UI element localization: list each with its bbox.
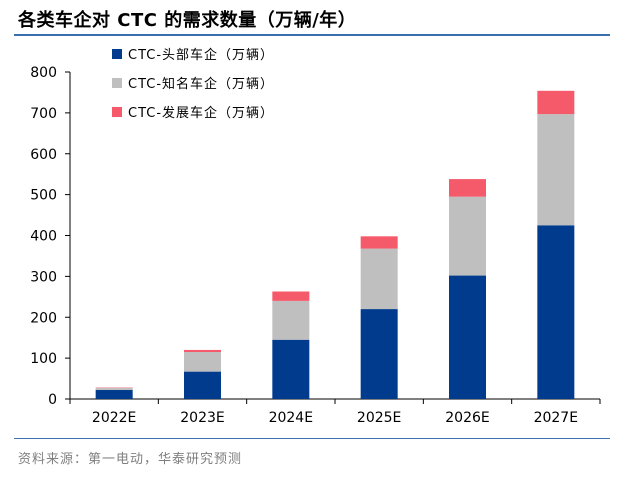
legend-label-3: CTC-发展车企（万辆） bbox=[128, 105, 274, 121]
bar-segment-3-2023E bbox=[184, 349, 221, 352]
y-tick-label: 500 bbox=[30, 188, 57, 204]
bar-segment-2-2024E bbox=[272, 300, 310, 340]
bar-segment-2-2023E bbox=[184, 351, 221, 372]
bar-segment-1-2025E bbox=[360, 309, 398, 399]
bar-segment-1-2022E bbox=[95, 390, 133, 399]
y-tick-label: 700 bbox=[30, 106, 57, 122]
y-tick-label: 200 bbox=[30, 310, 57, 326]
chart-legend: CTC-头部车企（万辆） CTC-知名车企（万辆） CTC-发展车企（万辆） bbox=[112, 47, 274, 121]
bar-segment-2-2027E bbox=[537, 114, 575, 226]
bar-segment-2-2025E bbox=[360, 248, 398, 310]
chart-title: 各类车企对 CTC 的需求数量（万辆/年） bbox=[18, 10, 357, 31]
bar-segment-1-2024E bbox=[272, 339, 310, 399]
legend-swatch-1 bbox=[112, 49, 122, 59]
x-tick-label: 2023E bbox=[180, 410, 224, 426]
title-divider bbox=[14, 34, 610, 36]
bar-segment-2-2026E bbox=[449, 196, 486, 276]
bar-segment-3-2024E bbox=[272, 291, 310, 301]
x-tick-label: 2025E bbox=[357, 410, 401, 426]
y-tick-label: 0 bbox=[48, 392, 57, 408]
legend-label-1: CTC-头部车企（万辆） bbox=[128, 47, 274, 63]
chart-bars bbox=[95, 90, 575, 399]
x-tick-label: 2022E bbox=[92, 410, 136, 426]
source-note: 资料来源：第一电动，华泰研究预测 bbox=[18, 452, 243, 467]
y-tick-label: 600 bbox=[30, 147, 57, 163]
bar-segment-2-2022E bbox=[95, 387, 133, 391]
bar-segment-3-2025E bbox=[360, 236, 398, 249]
bar-segment-1-2026E bbox=[449, 275, 486, 399]
x-tick-label: 2026E bbox=[445, 410, 489, 426]
bar-segment-3-2027E bbox=[537, 90, 575, 115]
chart-axes: 0 100 200 300 400 500 600 700 800 2022E 2023E 2024E… bbox=[30, 65, 601, 426]
legend-label-2: CTC-知名车企（万辆） bbox=[128, 76, 274, 92]
y-tick-label: 400 bbox=[30, 229, 57, 245]
legend-swatch-3 bbox=[112, 107, 122, 117]
y-tick-label: 800 bbox=[30, 65, 57, 81]
y-tick-label: 100 bbox=[30, 351, 57, 367]
bar-segment-3-2026E bbox=[449, 179, 486, 197]
footer-divider bbox=[14, 438, 610, 439]
x-tick-label: 2024E bbox=[269, 410, 313, 426]
y-tick-label: 300 bbox=[30, 269, 57, 285]
x-tick-label: 2027E bbox=[534, 410, 578, 426]
bar-segment-1-2023E bbox=[184, 371, 221, 399]
bar-segment-1-2027E bbox=[537, 225, 575, 399]
legend-swatch-2 bbox=[112, 78, 122, 88]
